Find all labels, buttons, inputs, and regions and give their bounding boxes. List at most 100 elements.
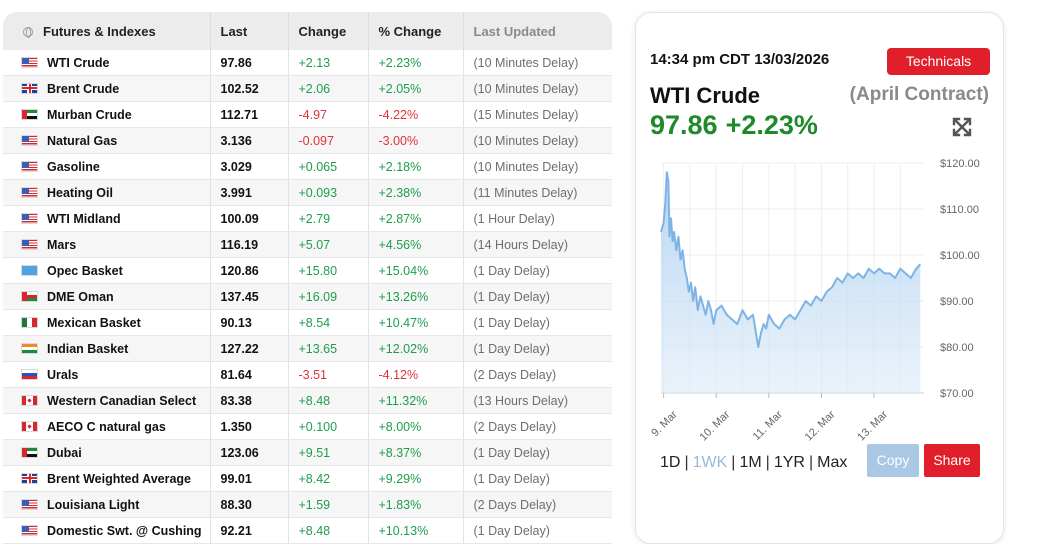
row-last: 1.350 (210, 413, 289, 440)
row-pct-change: +12.02% (368, 335, 464, 362)
row-name[interactable]: Indian Basket (47, 341, 129, 356)
row-name-cell[interactable]: Urals (3, 361, 211, 388)
row-name-cell[interactable]: Domestic Swt. @ Cushing (3, 517, 211, 544)
row-name-cell[interactable]: Heating Oil (3, 179, 211, 206)
row-name[interactable]: Domestic Swt. @ Cushing (47, 523, 202, 538)
header-change[interactable]: Change (288, 12, 369, 50)
time-range-selector: 1D | 1WK | 1M | 1YR | Max (660, 454, 847, 472)
table-row[interactable]: WTI Midland 100.09 +2.79 +2.87% (1 Hour Dela… (3, 205, 612, 232)
row-name-cell[interactable]: Murban Crude (3, 101, 211, 128)
table-row[interactable]: Mexican Basket 90.13 +8.54 +10.47% (1 Day De… (3, 309, 612, 336)
row-name-cell[interactable]: Mars (3, 231, 211, 258)
table-row[interactable]: Louisiana Light 88.30 +1.59 +1.83% (2 Days D… (3, 491, 612, 518)
row-last-updated: (1 Day Delay) (463, 517, 612, 544)
range-option-max[interactable]: Max (817, 454, 848, 471)
row-name[interactable]: Heating Oil (47, 185, 113, 200)
quote-pct-change: +2.23% (725, 110, 818, 140)
share-button[interactable]: Share (924, 444, 980, 477)
table-row[interactable]: Mars 116.19 +5.07 +4.56% (14 Hours Delay) (3, 231, 612, 258)
row-name[interactable]: Brent Weighted Average (47, 471, 192, 486)
table-row[interactable]: Natural Gas 3.136 -0.097 -3.00% (10 Minutes … (3, 127, 612, 154)
row-name-cell[interactable]: WTI Crude (3, 50, 211, 76)
row-pct-change: +2.38% (368, 179, 464, 206)
row-last: 100.09 (210, 205, 289, 232)
table-row[interactable]: Brent Weighted Average 99.01 +8.42 +9.29% (1… (3, 465, 612, 492)
row-name-cell[interactable]: Louisiana Light (3, 491, 211, 518)
table-row[interactable]: Opec Basket 120.86 +15.80 +15.04% (1 Day Del… (3, 257, 612, 284)
table-row[interactable]: Indian Basket 127.22 +13.65 +12.02% (1 Day D… (3, 335, 612, 362)
row-name[interactable]: Western Canadian Select (47, 393, 197, 408)
table-row[interactable]: Heating Oil 3.991 +0.093 +2.38% (11 Minutes … (3, 179, 612, 206)
row-name-cell[interactable]: DME Oman (3, 283, 211, 310)
row-name[interactable]: Brent Crude (47, 81, 120, 96)
flag-us-icon (21, 186, 38, 198)
header-last[interactable]: Last (210, 12, 289, 50)
table-row[interactable]: Urals 81.64 -3.51 -4.12% (2 Days Delay) (3, 361, 612, 388)
header-last-updated[interactable]: Last Updated (463, 12, 612, 50)
row-change: +8.42 (288, 465, 369, 492)
row-last-updated: (11 Minutes Delay) (463, 179, 612, 206)
copy-button[interactable]: Copy (867, 444, 919, 477)
row-last-updated: (2 Days Delay) (463, 413, 612, 440)
fullscreen-icon[interactable] (951, 116, 973, 138)
row-name[interactable]: AECO C natural gas (47, 419, 166, 434)
table-row[interactable]: Brent Crude 102.52 +2.06 +2.05% (10 Minutes … (3, 75, 612, 102)
row-name[interactable]: Opec Basket (47, 263, 123, 278)
row-name[interactable]: Gasoline (47, 159, 100, 174)
y-tick-label: $90.00 (940, 296, 974, 308)
technicals-button[interactable]: Technicals (887, 48, 990, 75)
row-name-cell[interactable]: Natural Gas (3, 127, 211, 154)
row-name[interactable]: Dubai (47, 445, 82, 460)
row-name-cell[interactable]: Indian Basket (3, 335, 211, 362)
row-last: 3.136 (210, 127, 289, 154)
x-tick-label: 10. Mar (697, 408, 732, 443)
range-option-1wk[interactable]: 1WK (692, 454, 728, 471)
row-name[interactable]: WTI Crude (47, 55, 110, 70)
table-row[interactable]: Murban Crude 112.71 -4.97 -4.22% (15 Minutes… (3, 101, 612, 128)
y-tick-label: $70.00 (940, 388, 974, 400)
x-tick-label: 12. Mar (803, 408, 838, 443)
table-row[interactable]: Domestic Swt. @ Cushing 92.21 +8.48 +10.13%… (3, 517, 612, 544)
row-name[interactable]: WTI Midland (47, 211, 121, 226)
row-name-cell[interactable]: Opec Basket (3, 257, 211, 284)
row-change: +0.100 (288, 413, 369, 440)
row-name-cell[interactable]: Brent Weighted Average (3, 465, 211, 492)
row-last-updated: (14 Hours Delay) (463, 231, 612, 258)
row-change: +0.065 (288, 153, 369, 180)
row-name-cell[interactable]: Dubai (3, 439, 211, 466)
row-name-cell[interactable]: AECO C natural gas (3, 413, 211, 440)
flag-ru-icon (21, 368, 38, 380)
row-name-cell[interactable]: Mexican Basket (3, 309, 211, 336)
range-option-1yr[interactable]: 1YR (773, 454, 805, 471)
row-change: +8.48 (288, 517, 369, 544)
table-row[interactable]: WTI Crude 97.86 +2.13 +2.23% (10 Minutes Del… (3, 50, 612, 76)
row-pct-change: +9.29% (368, 465, 464, 492)
table-row[interactable]: DME Oman 137.45 +16.09 +13.26% (1 Day Delay) (3, 283, 612, 310)
range-option-1m[interactable]: 1M (739, 454, 762, 471)
row-change: +5.07 (288, 231, 369, 258)
row-name[interactable]: Mars (47, 237, 77, 252)
row-name-cell[interactable]: Western Canadian Select (3, 387, 211, 414)
row-change: +16.09 (288, 283, 369, 310)
table-row[interactable]: Gasoline 3.029 +0.065 +2.18% (10 Minutes Del… (3, 153, 612, 180)
row-name-cell[interactable]: Brent Crude (3, 75, 211, 102)
futures-table: Futures & Indexes Last Change % Change L… (3, 12, 612, 544)
row-name[interactable]: Urals (47, 367, 79, 382)
range-option-1d[interactable]: 1D (660, 454, 681, 471)
range-separator: | (808, 454, 814, 471)
row-change: -0.097 (288, 127, 369, 154)
row-change: +8.54 (288, 309, 369, 336)
header-futures[interactable]: Futures & Indexes (3, 12, 211, 50)
row-name[interactable]: Murban Crude (47, 107, 132, 122)
row-name[interactable]: DME Oman (47, 289, 114, 304)
table-row[interactable]: Dubai 123.06 +9.51 +8.37% (1 Day Delay) (3, 439, 612, 466)
row-pct-change: +10.47% (368, 309, 464, 336)
row-name-cell[interactable]: WTI Midland (3, 205, 211, 232)
row-name[interactable]: Mexican Basket (47, 315, 141, 330)
row-name[interactable]: Louisiana Light (47, 497, 140, 512)
row-name-cell[interactable]: Gasoline (3, 153, 211, 180)
header-pct-change[interactable]: % Change (368, 12, 464, 50)
table-row[interactable]: Western Canadian Select 83.38 +8.48 +11.32%… (3, 387, 612, 414)
table-row[interactable]: AECO C natural gas 1.350 +0.100 +8.00% (2 Da… (3, 413, 612, 440)
row-name[interactable]: Natural Gas (47, 133, 118, 148)
